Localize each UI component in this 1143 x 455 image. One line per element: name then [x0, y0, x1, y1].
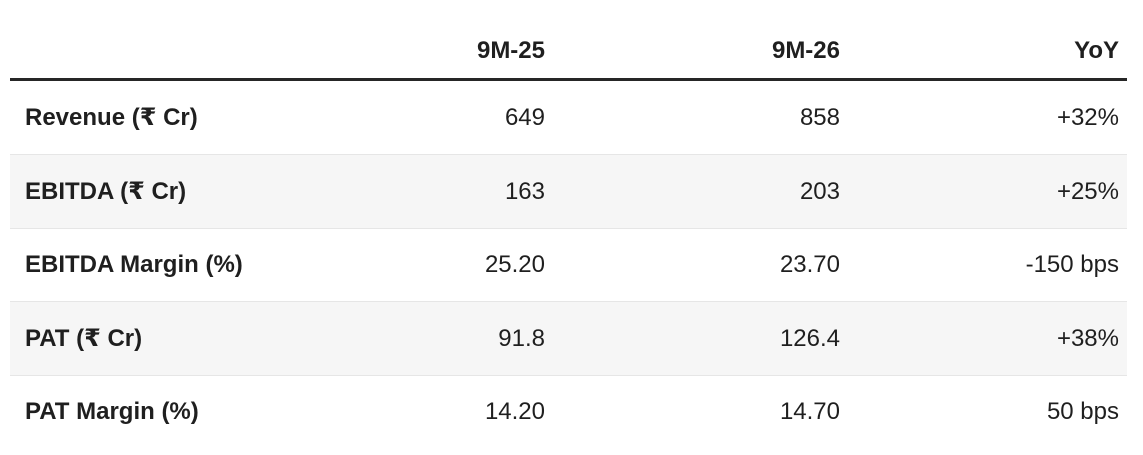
- col-header-9m25: 9M-25: [476, 37, 545, 64]
- row-label: PAT Margin (%): [25, 398, 199, 425]
- cell-9m25: 14.20: [484, 398, 545, 425]
- row-label: PAT (₹ Cr): [25, 325, 143, 352]
- cell-9m26: 858: [799, 103, 840, 131]
- col-header-yoy: YoY: [1074, 37, 1119, 64]
- table-row-ebitda: EBITDA (₹ Cr) 163 203 +25%: [10, 154, 1127, 229]
- cell-9m25: 25.20: [484, 251, 545, 278]
- table-header-row: 9M-25 9M-26 YoY: [10, 25, 1127, 80]
- cell-9m26: 126.4: [779, 324, 840, 352]
- cell-9m26: 203: [799, 177, 840, 205]
- col-header-metric: [10, 25, 353, 80]
- cell-yoy: 50 bps: [1046, 398, 1119, 425]
- table-row-pat-margin: PAT Margin (%) 14.20 14.70 50 bps: [10, 375, 1127, 449]
- table-row-ebitda-margin: EBITDA Margin (%) 25.20 23.70 -150 bps: [10, 228, 1127, 302]
- table-row-pat: PAT (₹ Cr) 91.8 126.4 +38%: [10, 301, 1127, 376]
- row-label: EBITDA Margin (%): [25, 251, 243, 278]
- table-row-revenue: Revenue (₹ Cr) 649 858 +32%: [10, 80, 1127, 155]
- metrics-table: 9M-25 9M-26 YoY Revenue (₹ Cr) 649 858 +…: [10, 25, 1127, 448]
- cell-9m25: 649: [504, 103, 545, 131]
- row-label: EBITDA (₹ Cr): [25, 178, 187, 205]
- col-header-9m26: 9M-26: [771, 37, 840, 64]
- cell-yoy: +38%: [1056, 324, 1119, 352]
- cell-9m25: 163: [504, 177, 545, 205]
- cell-9m25: 91.8: [498, 324, 545, 352]
- cell-yoy: -150 bps: [1025, 251, 1119, 278]
- cell-yoy: +25%: [1056, 177, 1119, 205]
- row-label: Revenue (₹ Cr): [25, 104, 198, 131]
- cell-9m26: 14.70: [779, 398, 840, 425]
- cell-9m26: 23.70: [779, 251, 840, 278]
- cell-yoy: +32%: [1056, 103, 1119, 131]
